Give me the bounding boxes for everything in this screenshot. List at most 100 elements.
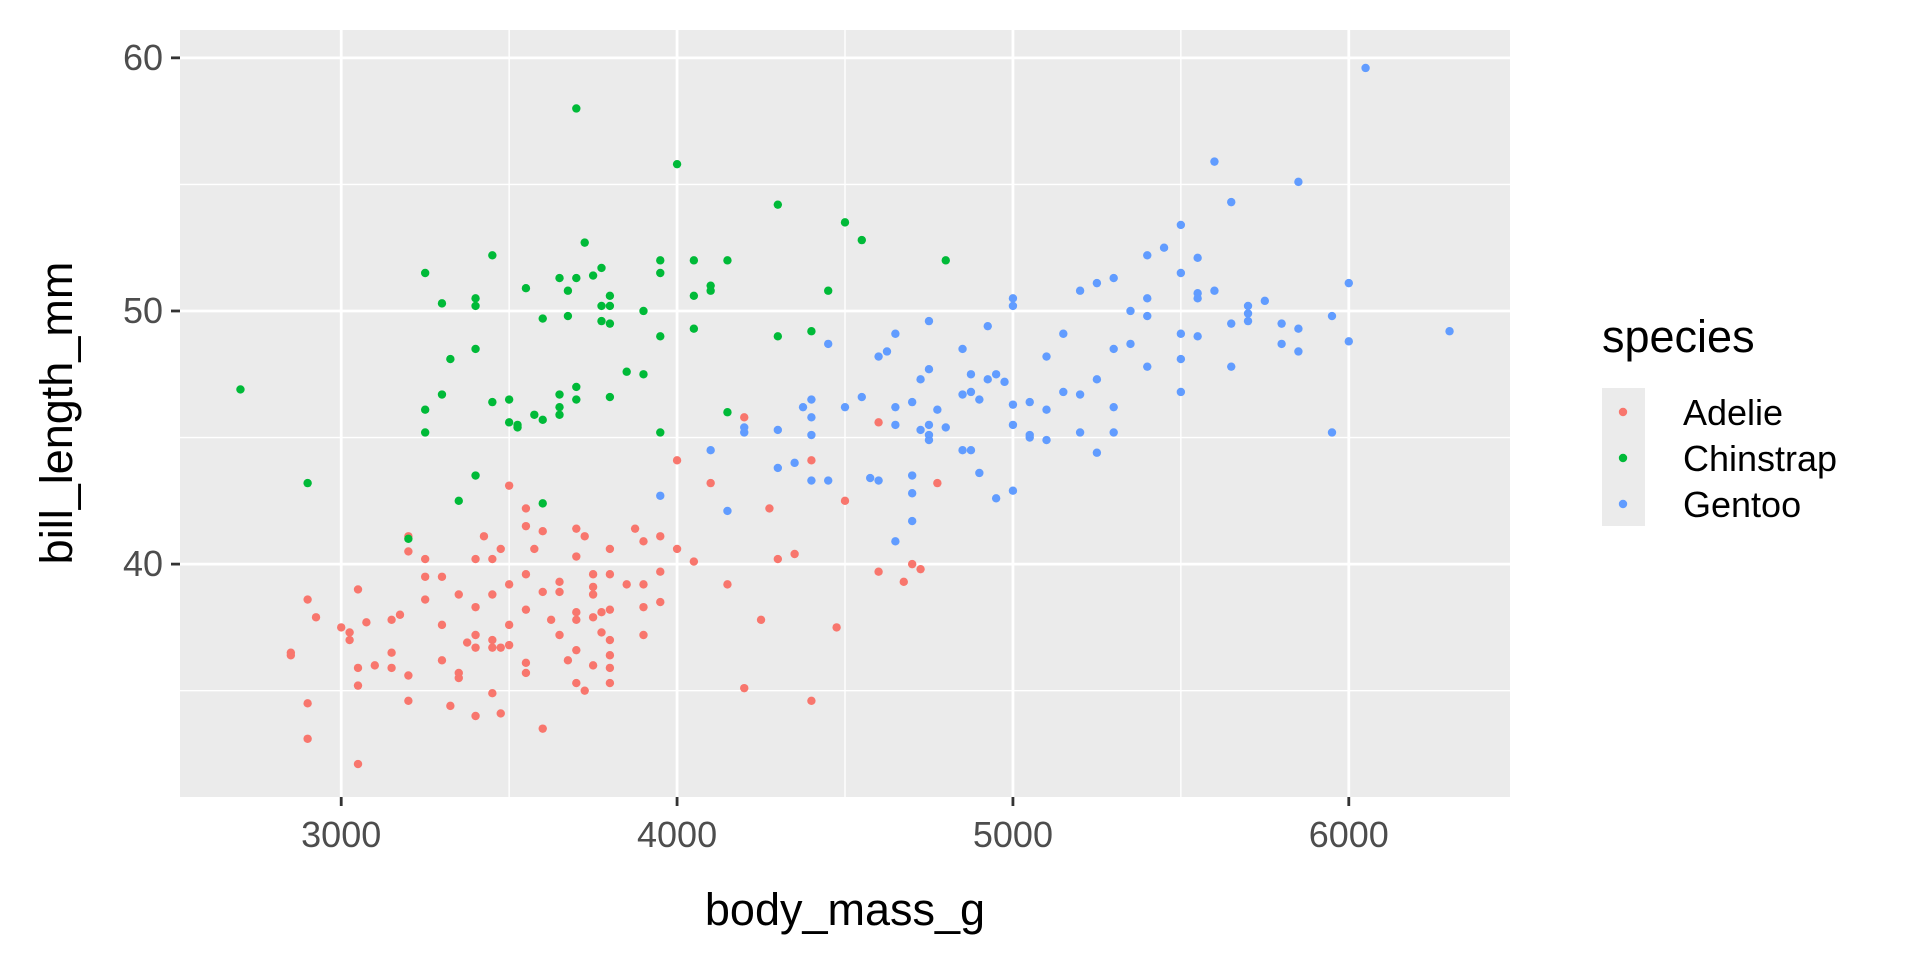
- data-point: [639, 370, 648, 379]
- data-point: [1092, 278, 1102, 288]
- data-point: [605, 291, 615, 300]
- data-point: [874, 418, 883, 427]
- data-point: [891, 537, 900, 546]
- x-axis: 3000 4000 5000 6000: [301, 797, 1389, 855]
- data-point: [605, 301, 615, 311]
- data-point: [471, 294, 480, 303]
- data-point: [580, 532, 589, 541]
- data-point: [420, 428, 430, 437]
- data-point: [605, 544, 615, 554]
- data-point: [504, 418, 514, 427]
- data-point: [723, 506, 732, 516]
- data-point: [689, 324, 699, 333]
- data-point: [353, 663, 363, 673]
- data-point: [975, 468, 984, 478]
- data-point: [1445, 327, 1454, 336]
- data-point: [521, 521, 531, 531]
- data-point: [504, 395, 514, 404]
- data-point: [656, 332, 665, 341]
- data-point: [1143, 251, 1152, 260]
- data-point: [1109, 428, 1118, 437]
- data-point: [630, 524, 640, 533]
- data-point: [588, 271, 598, 280]
- data-point: [580, 686, 589, 695]
- data-point: [437, 620, 447, 630]
- data-point: [958, 446, 967, 455]
- data-point: [446, 701, 455, 711]
- data-point: [572, 273, 581, 283]
- data-point: [840, 496, 850, 506]
- data-point: [1126, 339, 1135, 349]
- data-point: [1227, 319, 1236, 328]
- data-point: [555, 402, 564, 412]
- legend-label: Chinstrap: [1683, 438, 1837, 479]
- data-point: [572, 615, 581, 625]
- data-point: [1075, 390, 1085, 399]
- x-tick-label: 5000: [973, 814, 1053, 855]
- data-point: [387, 615, 396, 625]
- data-point: [832, 623, 841, 632]
- y-axis-title: bill_length_mm: [31, 262, 82, 565]
- data-point: [1042, 435, 1051, 445]
- data-point: [1193, 294, 1202, 303]
- data-point: [916, 375, 925, 384]
- data-point: [916, 425, 925, 435]
- data-point: [924, 435, 934, 445]
- data-point: [370, 661, 379, 670]
- data-point: [907, 471, 917, 480]
- data-point: [807, 395, 816, 404]
- data-point: [597, 316, 606, 326]
- data-point: [1042, 405, 1051, 414]
- data-point: [597, 301, 606, 311]
- data-point: [420, 268, 430, 278]
- data-point: [572, 382, 581, 392]
- data-point: [605, 319, 615, 328]
- data-point: [983, 321, 992, 331]
- data-point: [1277, 339, 1286, 349]
- y-tick-label: 40: [123, 543, 163, 584]
- data-point: [1294, 347, 1303, 356]
- data-point: [983, 375, 992, 384]
- data-point: [1176, 354, 1186, 364]
- legend-key-adelie: [1618, 407, 1628, 417]
- data-point: [471, 554, 480, 564]
- data-point: [1126, 306, 1135, 316]
- data-point: [924, 420, 934, 430]
- data-point: [807, 413, 816, 422]
- data-point: [521, 605, 531, 614]
- data-point: [773, 425, 783, 435]
- data-point: [1109, 273, 1118, 283]
- data-point: [740, 428, 749, 437]
- data-point: [555, 587, 564, 597]
- data-point: [437, 299, 447, 308]
- data-point: [723, 580, 732, 589]
- data-point: [404, 696, 413, 706]
- y-axis: 40 50 60: [123, 37, 180, 584]
- data-point: [479, 532, 489, 541]
- data-point: [1042, 352, 1051, 361]
- data-points: [236, 63, 1454, 769]
- data-point: [639, 537, 648, 546]
- data-point: [1000, 377, 1009, 387]
- data-point: [404, 671, 413, 680]
- data-point: [874, 352, 883, 361]
- data-point: [1193, 253, 1202, 263]
- x-tick-label: 6000: [1309, 814, 1389, 855]
- data-point: [672, 544, 682, 554]
- data-point: [588, 570, 598, 579]
- data-point: [555, 273, 564, 283]
- data-point: [824, 476, 833, 485]
- data-point: [723, 408, 732, 417]
- data-point: [538, 527, 547, 536]
- data-point: [488, 554, 497, 564]
- data-point: [857, 392, 866, 402]
- legend-label: Gentoo: [1683, 484, 1801, 525]
- data-point: [521, 504, 531, 513]
- data-point: [1176, 329, 1186, 338]
- minor-gridlines: [180, 30, 1510, 797]
- data-point: [924, 365, 934, 374]
- major-gridlines: [180, 30, 1510, 797]
- x-axis-title: body_mass_g: [705, 884, 985, 935]
- data-point: [622, 580, 631, 589]
- data-point: [1361, 63, 1370, 73]
